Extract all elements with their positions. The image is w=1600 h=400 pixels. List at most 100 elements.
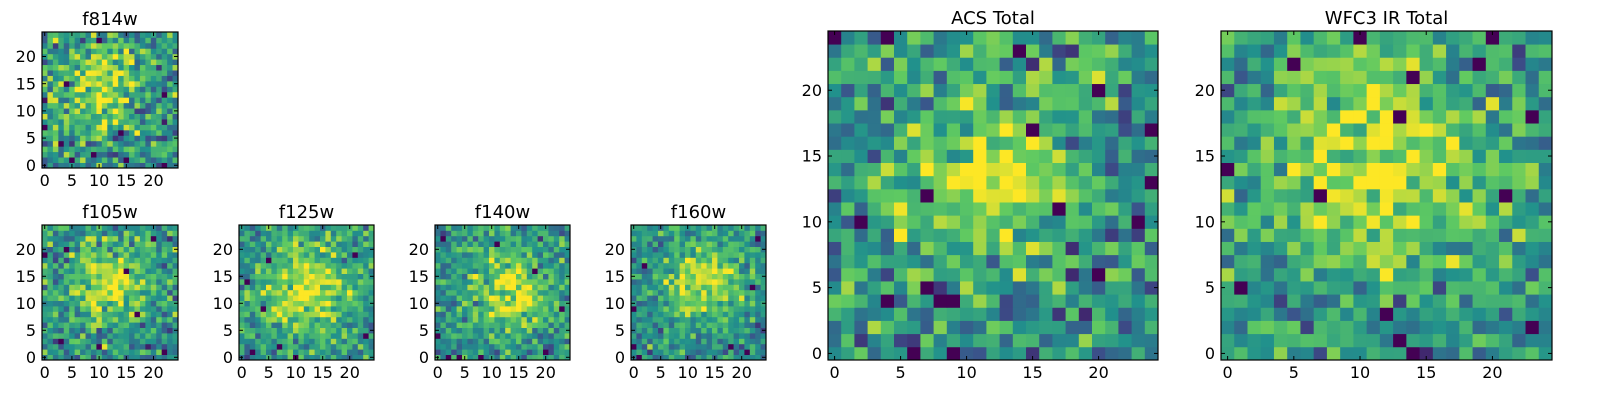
heatmap-cell [129, 97, 135, 104]
heatmap-cell [80, 262, 86, 269]
heatmap-cell [636, 262, 643, 269]
heatmap-cell [435, 262, 441, 269]
heatmap-cell [451, 225, 457, 231]
heatmap-cell [647, 338, 653, 345]
heatmap-cell [548, 338, 555, 345]
heatmap-cell [129, 289, 135, 296]
heatmap-cell [1379, 188, 1394, 203]
heatmap-cell [1512, 96, 1526, 111]
heatmap-cell [1118, 83, 1132, 98]
heatmap-cell [462, 300, 468, 307]
heatmap-cell [668, 311, 675, 318]
heatmap-cell [701, 262, 707, 269]
heatmap-cell [239, 338, 245, 345]
heatmap-cell [52, 235, 59, 242]
heatmap-cell [107, 42, 114, 49]
heatmap-cell [526, 289, 533, 296]
heatmap-cell [543, 322, 549, 328]
heatmap-cell [282, 349, 288, 355]
heatmap-cell [728, 333, 734, 339]
heatmap-cell [728, 268, 734, 274]
heatmap-cell [456, 354, 463, 361]
heatmap-cell [325, 225, 332, 231]
heatmap-cell [1366, 96, 1381, 111]
heatmap-cell [1131, 202, 1146, 216]
heatmap-cell [134, 349, 141, 355]
heatmap-cell [363, 225, 369, 231]
y-tick-label: 15 [16, 267, 36, 286]
heatmap-cell [647, 241, 653, 247]
heatmap-cell [341, 333, 348, 339]
heatmap-cell [1406, 162, 1420, 177]
heatmap-cell [336, 230, 342, 237]
heatmap-cell [920, 346, 934, 361]
heatmap-cell [537, 284, 544, 291]
heatmap-cell [690, 235, 697, 242]
heatmap-cell [1118, 228, 1132, 242]
heatmap-cell [537, 241, 544, 247]
heatmap-cell [728, 279, 734, 285]
heatmap-cell [69, 80, 76, 87]
heatmap-cell [999, 123, 1014, 137]
heatmap-cell [336, 295, 342, 301]
heatmap-cell [244, 327, 251, 334]
heatmap-cell [462, 257, 468, 264]
heatmap-cell [161, 349, 168, 355]
heatmap-cell [1379, 123, 1394, 137]
heatmap-cell [118, 273, 124, 280]
heatmap-cell [483, 262, 490, 269]
heatmap-cell [287, 241, 294, 247]
heatmap-cell [172, 257, 179, 264]
x-tick-label: 0 [1223, 363, 1233, 382]
heatmap-cell [1419, 294, 1434, 308]
heatmap-cell [320, 268, 326, 274]
heatmap-cell [161, 295, 168, 301]
heatmap-cell [145, 91, 152, 98]
heatmap-cell [1012, 294, 1027, 308]
y-tick-label: 0 [419, 348, 429, 367]
heatmap-cell [960, 175, 974, 190]
heatmap-cell [1393, 57, 1407, 71]
heatmap-cell [636, 311, 643, 318]
heatmap-cell [986, 162, 1000, 177]
heatmap-cell [1313, 175, 1328, 190]
heatmap-cell [631, 284, 637, 291]
heatmap-cell [467, 349, 474, 355]
heatmap-cell [445, 306, 452, 312]
heatmap-cell [90, 241, 97, 247]
x-tick-label: 20 [143, 171, 163, 190]
heatmap-cell [52, 162, 59, 169]
heatmap-cell [467, 241, 474, 247]
heatmap-cell [733, 338, 740, 345]
heatmap-cell [494, 295, 501, 301]
heatmap-cell [330, 338, 337, 345]
heatmap-cell [156, 343, 163, 350]
heatmap-cell [1326, 123, 1341, 137]
heatmap-cell [1406, 241, 1420, 256]
heatmap-cell [1260, 57, 1275, 71]
heatmap-cell [42, 235, 48, 242]
heatmap-cell [85, 306, 92, 312]
heatmap-cell [172, 75, 179, 82]
heatmap-cell [156, 316, 163, 323]
heatmap-cell [1092, 96, 1106, 111]
heatmap-cell [516, 289, 522, 296]
heatmap-cell [933, 215, 948, 229]
heatmap-cell [521, 354, 528, 361]
heatmap-cell [239, 349, 245, 355]
heatmap-cell [733, 322, 740, 328]
heatmap-cell [658, 295, 664, 301]
heatmap-cell [309, 268, 315, 274]
heatmap-cell [652, 349, 659, 355]
heatmap-cell [167, 349, 173, 355]
heatmap-cell [52, 284, 59, 291]
heatmap-cell [478, 235, 484, 242]
heatmap-cell [167, 300, 173, 307]
heatmap-cell [129, 146, 135, 153]
heatmap-cell [1039, 175, 1053, 190]
heatmap-cell [309, 246, 315, 253]
heatmap-cell [880, 136, 895, 150]
heatmap-cell [161, 91, 168, 98]
heatmap-cell [749, 322, 756, 328]
